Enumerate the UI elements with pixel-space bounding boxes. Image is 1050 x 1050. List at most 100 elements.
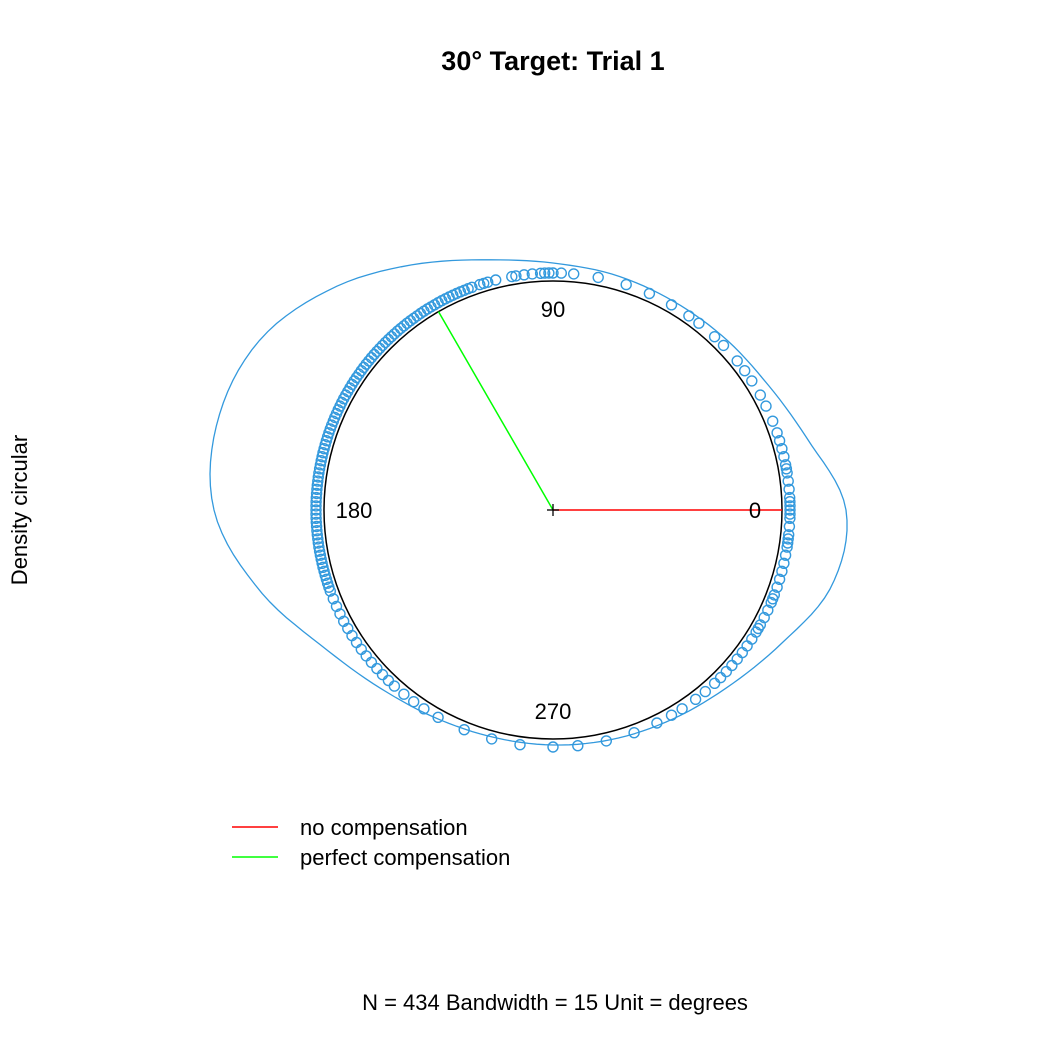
observation-point: [592, 271, 604, 284]
observation-point: [391, 325, 404, 337]
observation-point: [365, 352, 378, 364]
observation-point: [746, 375, 758, 387]
observation-point: [317, 447, 329, 459]
legend-label-perfect-compensation: perfect compensation: [300, 845, 510, 870]
legend-label-no-compensation: no compensation: [300, 815, 468, 840]
observation-point: [360, 650, 372, 662]
observation-point: [314, 549, 327, 561]
observation-point: [781, 541, 793, 553]
observation-point: [762, 604, 774, 616]
observation-point: [676, 703, 688, 715]
observation-point: [783, 529, 795, 541]
observation-point: [784, 491, 796, 504]
observation-point: [310, 487, 323, 500]
observation-point: [736, 646, 748, 659]
observation-point: [363, 355, 375, 367]
observation-point: [708, 331, 721, 343]
observation-point: [330, 600, 343, 613]
observation-point: [376, 339, 389, 352]
angle-label-180: 180: [336, 498, 373, 523]
observation-point: [773, 435, 786, 447]
legend: no compensation perfect compensation: [232, 815, 510, 870]
observation-point: [568, 268, 580, 280]
observation-point: [547, 267, 559, 279]
observation-point: [781, 467, 793, 479]
observation-point: [432, 711, 444, 723]
observation-point: [708, 677, 721, 689]
observation-point: [518, 269, 530, 281]
observation-point: [398, 688, 410, 700]
observation-point: [779, 459, 792, 471]
observation-point: [555, 267, 567, 279]
density-curve: [209, 259, 848, 746]
observation-point: [312, 537, 324, 549]
observation-point: [388, 680, 401, 692]
observation-point: [395, 322, 407, 335]
observation-point: [620, 278, 632, 291]
observation-point: [368, 348, 380, 361]
observation-point: [768, 589, 780, 601]
density-curve-layer: [209, 259, 848, 746]
angle-label-90: 90: [541, 297, 565, 322]
observation-point: [312, 475, 324, 487]
observation-point: [371, 345, 383, 358]
observation-point: [365, 656, 378, 668]
observation-point: [731, 653, 743, 665]
observation-point: [784, 500, 796, 512]
observation-point: [773, 573, 786, 585]
observation-point: [312, 471, 324, 483]
observation-point: [324, 585, 336, 597]
observation-point: [401, 317, 413, 329]
observation-point: [689, 693, 702, 705]
observation-point: [374, 342, 386, 355]
observation-point: [311, 479, 323, 491]
observation-point: [771, 581, 783, 593]
observation-point: [310, 496, 322, 508]
observation-point: [353, 368, 365, 380]
observation-point: [731, 355, 743, 367]
angle-label-270: 270: [535, 699, 572, 724]
observation-point: [327, 593, 339, 605]
observation-point: [311, 483, 323, 495]
observation-point: [600, 735, 612, 747]
observation-point: [486, 733, 498, 745]
observation-point: [376, 668, 389, 681]
observation-point: [313, 463, 326, 475]
observation-point: [316, 557, 328, 569]
reference-lines-layer: [437, 311, 782, 511]
observation-point: [310, 520, 323, 533]
observation-point: [313, 541, 325, 553]
observation-point: [514, 739, 526, 751]
observation-point: [310, 500, 322, 512]
footer-summary: N = 434 Bandwidth = 15 Unit = degrees: [362, 990, 748, 1015]
observation-point: [643, 287, 656, 300]
observation-point: [355, 643, 367, 655]
observation-point: [404, 315, 417, 327]
observation-point: [360, 358, 372, 370]
observation-point: [310, 516, 322, 529]
angle-label-0: 0: [749, 498, 761, 523]
observation-point: [782, 475, 794, 487]
observation-point: [474, 278, 486, 291]
observation-point: [385, 331, 398, 343]
observation-point: [665, 299, 678, 311]
observation-point: [683, 310, 695, 322]
observation-point: [315, 553, 327, 565]
observation-point: [316, 451, 328, 463]
observation-point: [490, 274, 502, 286]
observation-point: [358, 361, 370, 374]
observation-point: [754, 389, 766, 401]
observation-point: [784, 508, 796, 520]
observation-point: [543, 267, 555, 279]
observation-point: [315, 455, 327, 467]
observation-point: [371, 662, 383, 675]
chart-title: 30° Target: Trial 1: [441, 46, 664, 76]
observation-point: [547, 741, 559, 753]
observation-point: [780, 463, 793, 475]
observation-point: [411, 310, 423, 322]
observation-point: [458, 724, 470, 736]
observation-point: [408, 312, 420, 324]
observation-point: [784, 496, 796, 508]
observation-point: [784, 512, 796, 524]
observation-point: [379, 336, 392, 349]
